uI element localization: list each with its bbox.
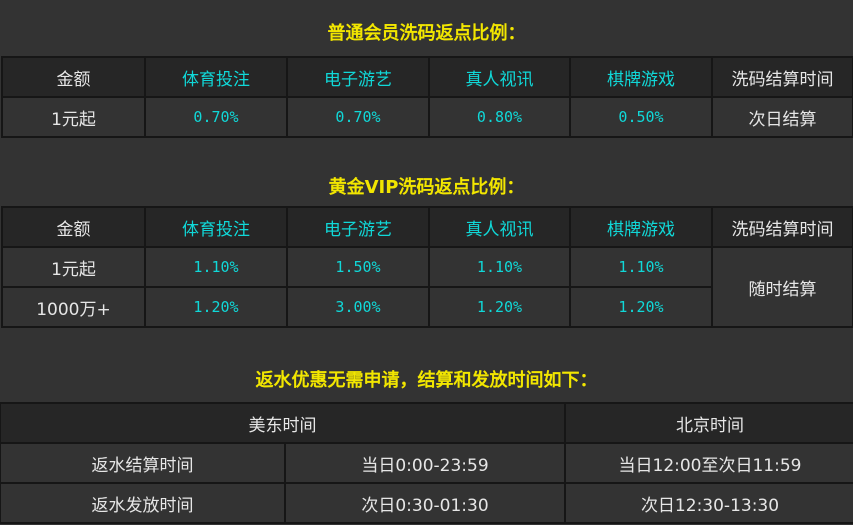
section-title-gold-vip: 黄金VIP洗码返点比例： <box>328 177 525 198</box>
row-label: 返水发放时间 <box>0 482 286 524</box>
header-live: 真人视讯 <box>428 56 571 98</box>
header-cards: 棋牌游戏 <box>569 56 713 98</box>
header-beijing-time: 北京时间 <box>564 402 853 444</box>
settle-cell: 次日结算 <box>711 96 853 138</box>
rate-cell: 0.50% <box>569 96 713 138</box>
table-row: 1000万+ 1.20% 3.00% 1.20% 1.20% <box>1 286 853 328</box>
header-sports: 体育投注 <box>144 56 288 98</box>
us-east-time-cell: 当日0:00-23:59 <box>284 442 566 484</box>
table-header-row: 美东时间 北京时间 <box>0 402 853 444</box>
rate-cell: 0.70% <box>144 96 288 138</box>
header-sports: 体育投注 <box>144 206 288 248</box>
rate-cell: 3.00% <box>286 286 430 328</box>
rate-cell: 1.20% <box>569 286 713 328</box>
us-east-time-cell: 次日0:30-01:30 <box>284 482 566 524</box>
rate-cell: 1.10% <box>569 246 713 288</box>
amount-cell: 1元起 <box>1 246 146 288</box>
rate-cell: 1.20% <box>144 286 288 328</box>
amount-cell: 1元起 <box>1 96 146 138</box>
header-egames: 电子游艺 <box>286 206 430 248</box>
header-us-east-time: 美东时间 <box>0 402 566 444</box>
rate-cell: 1.20% <box>428 286 571 328</box>
regular-member-rebate-table: 金额 体育投注 电子游艺 真人视讯 棋牌游戏 洗码结算时间 1元起 0.70% … <box>1 56 853 138</box>
header-amount: 金额 <box>1 56 146 98</box>
beijing-time-cell: 次日12:30-13:30 <box>564 482 853 524</box>
rate-cell: 0.80% <box>428 96 571 138</box>
section-title-rebate-times: 返水优惠无需申请，结算和发放时间如下： <box>255 370 598 391</box>
header-live: 真人视讯 <box>428 206 571 248</box>
section-title-regular: 普通会员洗码返点比例： <box>327 23 526 44</box>
header-egames: 电子游艺 <box>286 56 430 98</box>
gold-vip-rebate-table: 金额 体育投注 电子游艺 真人视讯 棋牌游戏 洗码结算时间 1元起 1.10% … <box>1 206 853 328</box>
rate-cell: 1.10% <box>144 246 288 288</box>
table-row: 返水结算时间 当日0:00-23:59 当日12:00至次日11:59 <box>0 442 853 484</box>
header-amount: 金额 <box>1 206 146 248</box>
table-row: 返水发放时间 次日0:30-01:30 次日12:30-13:30 <box>0 482 853 524</box>
amount-cell: 1000万+ <box>1 286 146 328</box>
rate-cell: 1.50% <box>286 246 430 288</box>
settle-cell: 随时结算 <box>711 246 853 328</box>
rebate-time-table: 美东时间 北京时间 返水结算时间 当日0:00-23:59 当日12:00至次日… <box>0 402 853 524</box>
table-header-row: 金额 体育投注 电子游艺 真人视讯 棋牌游戏 洗码结算时间 <box>1 206 853 248</box>
rate-cell: 1.10% <box>428 246 571 288</box>
table-header-row: 金额 体育投注 电子游艺 真人视讯 棋牌游戏 洗码结算时间 <box>1 56 853 98</box>
rate-cell: 0.70% <box>286 96 430 138</box>
beijing-time-cell: 当日12:00至次日11:59 <box>564 442 853 484</box>
header-settle-time: 洗码结算时间 <box>711 56 853 98</box>
row-label: 返水结算时间 <box>0 442 286 484</box>
table-row: 1元起 0.70% 0.70% 0.80% 0.50% 次日结算 <box>1 96 853 138</box>
table-row: 1元起 1.10% 1.50% 1.10% 1.10% 随时结算 <box>1 246 853 328</box>
header-settle-time: 洗码结算时间 <box>711 206 853 248</box>
header-cards: 棋牌游戏 <box>569 206 713 248</box>
